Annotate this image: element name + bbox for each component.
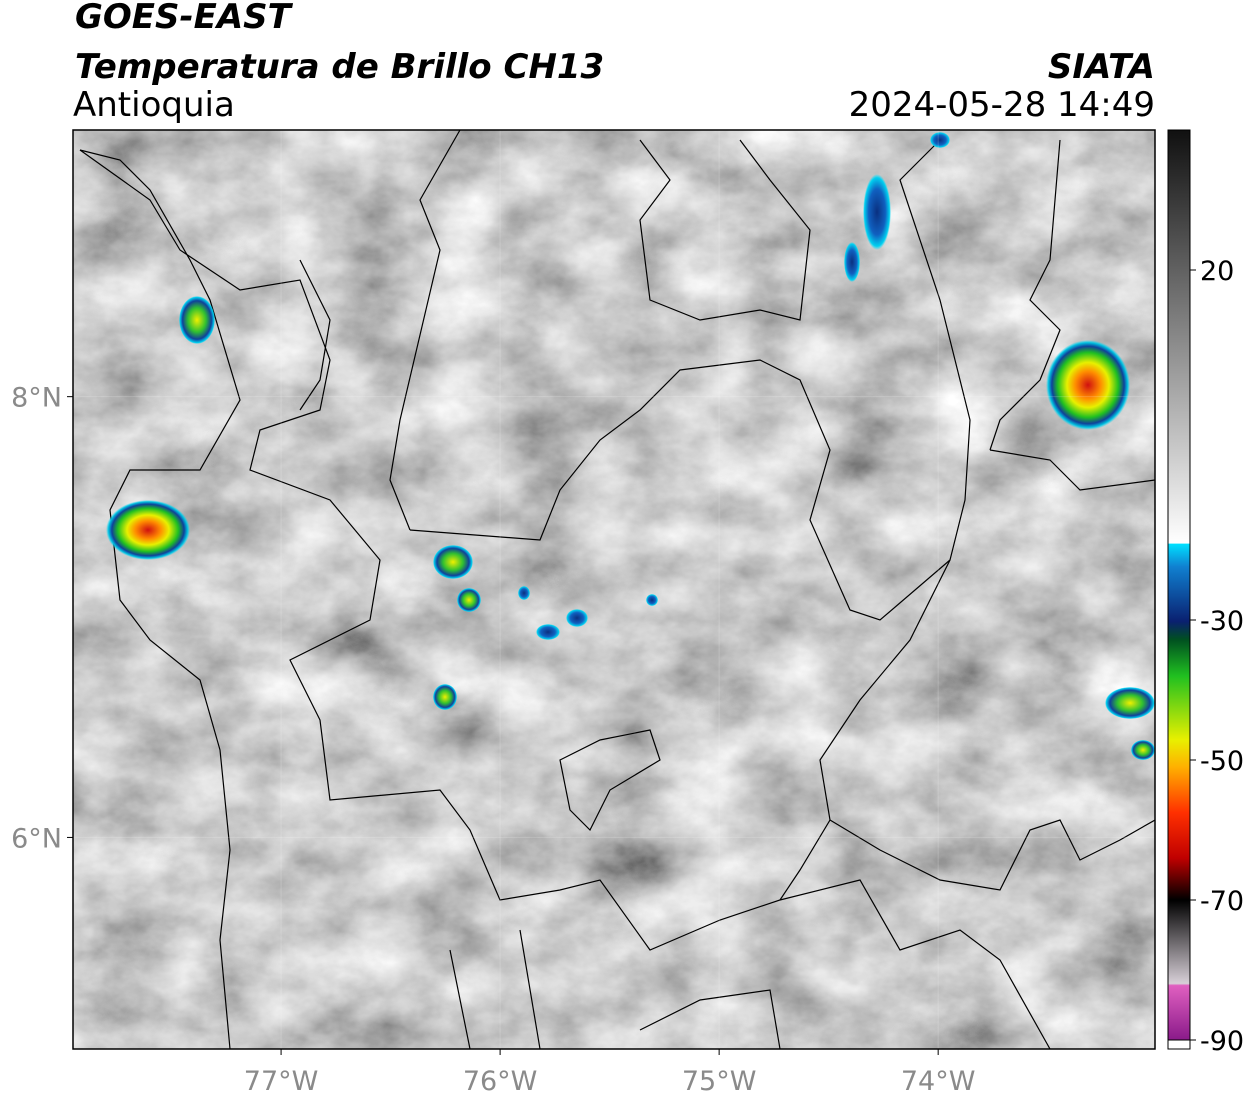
cold-cell [566,609,588,627]
cold-cell [844,242,860,282]
storm-cell [106,500,190,560]
cold-cell [863,174,891,250]
x-tick-label: 74°W [901,1066,976,1097]
x-tick-label: 75°W [682,1066,757,1097]
map-frame [72,129,1156,1050]
datetime: 2024-05-28 14:49 [849,85,1155,125]
map-area [73,130,1155,1049]
cloud-tops [106,132,1155,760]
subtitle: Temperatura de Brillo CH13 [75,47,604,87]
source: SIATA [1048,47,1155,87]
region: Antioquia [73,85,235,125]
cold-cell [518,586,530,600]
y-tick-label: 8°N [11,383,62,414]
storm-cell [179,296,215,344]
y-tick-label: 6°N [11,823,62,854]
storm-cell [433,545,473,579]
title: GOES-EAST [75,0,294,37]
storm-cell [1105,687,1155,719]
storm-cell [1131,740,1155,760]
storm-cell [1046,340,1130,430]
cold-cell [930,132,950,148]
colorbar-tick-label: 20 [1200,256,1234,287]
storm-cell [433,684,457,710]
cold-cell [646,594,658,606]
graticule [73,130,1155,1049]
x-tick-label: 77°W [244,1066,319,1097]
colorbar-tick-label: -70 [1200,886,1244,917]
boundaries [79,130,1155,1049]
colorbar-tick-label: -90 [1200,1026,1244,1057]
cold-cell [536,624,560,640]
colorbar-tick-label: -50 [1200,746,1244,777]
x-tick-label: 76°W [463,1066,538,1097]
colorbar [1168,130,1190,1040]
colorbar-extension [1167,1039,1191,1050]
colorbar-frame [1167,129,1191,1050]
colorbar-tick-label: -30 [1200,606,1244,637]
storm-cell [457,588,481,612]
satellite-image [73,130,1155,1049]
